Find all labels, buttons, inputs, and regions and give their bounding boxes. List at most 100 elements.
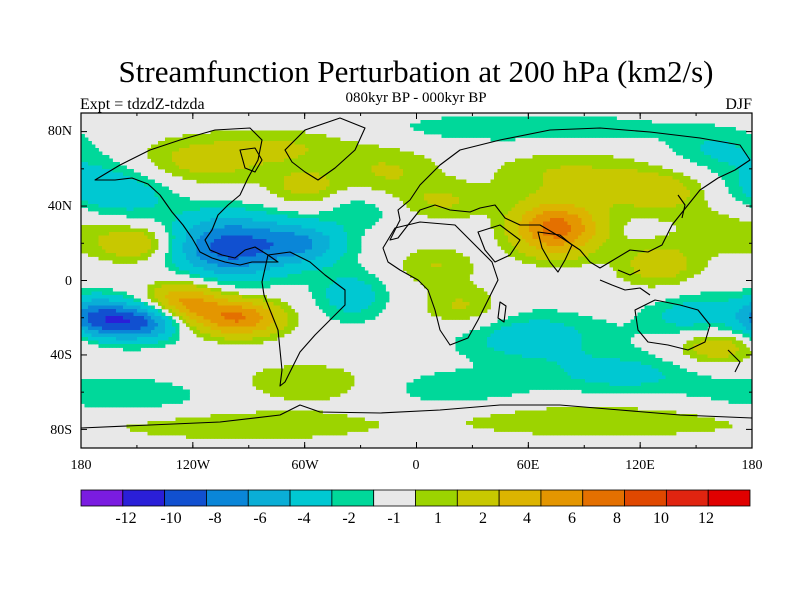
field-cell (417, 162, 421, 166)
field-cell (84, 193, 89, 198)
field-cell (315, 246, 320, 250)
field-cell (161, 200, 166, 205)
field-cell (301, 144, 306, 149)
field-cell (574, 242, 579, 247)
field-cell (434, 193, 439, 198)
field-cell (739, 130, 743, 135)
field-cell (497, 218, 502, 222)
field-cell (529, 232, 533, 236)
field-cell (217, 169, 222, 173)
field-cell (109, 172, 113, 177)
field-cell (385, 162, 390, 166)
field-cell (739, 246, 743, 250)
field-cell (536, 176, 540, 180)
field-cell (595, 239, 600, 243)
field-cell (532, 211, 537, 215)
field-cell (235, 204, 239, 208)
field-cell (431, 176, 435, 180)
field-cell (655, 134, 659, 138)
field-cell (592, 186, 596, 191)
field-cell (151, 232, 155, 236)
field-cell (557, 190, 561, 194)
field-cell (518, 232, 523, 236)
field-cell (196, 148, 201, 152)
field-cell (368, 155, 372, 159)
field-cell (312, 162, 316, 166)
field-cell (228, 214, 232, 219)
field-cell (616, 186, 621, 191)
field-cell (567, 225, 572, 229)
field-cell (697, 141, 701, 145)
field-cell (511, 120, 516, 124)
field-cell (420, 120, 425, 124)
field-cell (581, 232, 586, 236)
field-cell (126, 200, 131, 205)
field-cell (595, 242, 600, 247)
field-cell (203, 155, 208, 159)
field-cell (270, 179, 274, 184)
field-cell (711, 155, 715, 159)
field-cell (504, 204, 509, 208)
field-cell (273, 165, 278, 170)
field-cell (224, 169, 229, 173)
field-cell (690, 228, 694, 233)
field-cell (207, 225, 211, 229)
field-cell (235, 228, 239, 233)
field-cell (329, 228, 334, 233)
field-cell (490, 183, 495, 187)
field-cell (476, 200, 481, 205)
field-cell (602, 183, 607, 187)
field-cell (427, 186, 432, 191)
field-cell (200, 144, 204, 149)
field-cell (739, 155, 743, 159)
field-cell (641, 172, 645, 177)
field-cell (347, 169, 351, 173)
field-cell (676, 172, 680, 177)
field-cell (84, 155, 89, 159)
field-cell (536, 225, 540, 229)
field-cell (252, 141, 257, 145)
field-cell (602, 134, 607, 138)
field-cell (179, 158, 183, 163)
field-cell (623, 200, 628, 205)
field-cell (231, 249, 236, 254)
field-cell (676, 204, 680, 208)
field-cell (609, 211, 614, 215)
field-cell (333, 158, 337, 163)
field-cell (186, 246, 190, 250)
field-cell (119, 235, 124, 240)
field-cell (532, 172, 537, 177)
field-cell (693, 155, 698, 159)
field-cell (578, 172, 582, 177)
field-cell (294, 211, 299, 215)
field-cell (707, 165, 712, 170)
field-cell (518, 200, 523, 205)
field-cell (672, 141, 677, 145)
field-cell (214, 228, 218, 233)
field-cell (291, 130, 295, 135)
field-cell (186, 239, 190, 243)
field-cell (126, 197, 131, 201)
field-cell (340, 151, 344, 156)
field-cell (109, 211, 113, 215)
field-cell (249, 239, 253, 243)
field-cell (270, 214, 274, 219)
field-cell (697, 225, 701, 229)
field-cell (207, 165, 211, 170)
field-cell (511, 225, 516, 229)
field-cell (525, 158, 530, 163)
field-cell (427, 211, 432, 215)
field-cell (711, 218, 715, 222)
field-cell (133, 239, 138, 243)
field-cell (630, 190, 635, 194)
field-cell (354, 151, 358, 156)
field-cell (231, 151, 236, 156)
field-cell (739, 148, 743, 152)
field-cell (441, 120, 446, 124)
field-cell (704, 134, 708, 138)
field-cell (175, 162, 180, 166)
field-cell (742, 130, 747, 135)
field-cell (515, 123, 519, 128)
field-cell (662, 204, 666, 208)
field-cell (417, 169, 421, 173)
